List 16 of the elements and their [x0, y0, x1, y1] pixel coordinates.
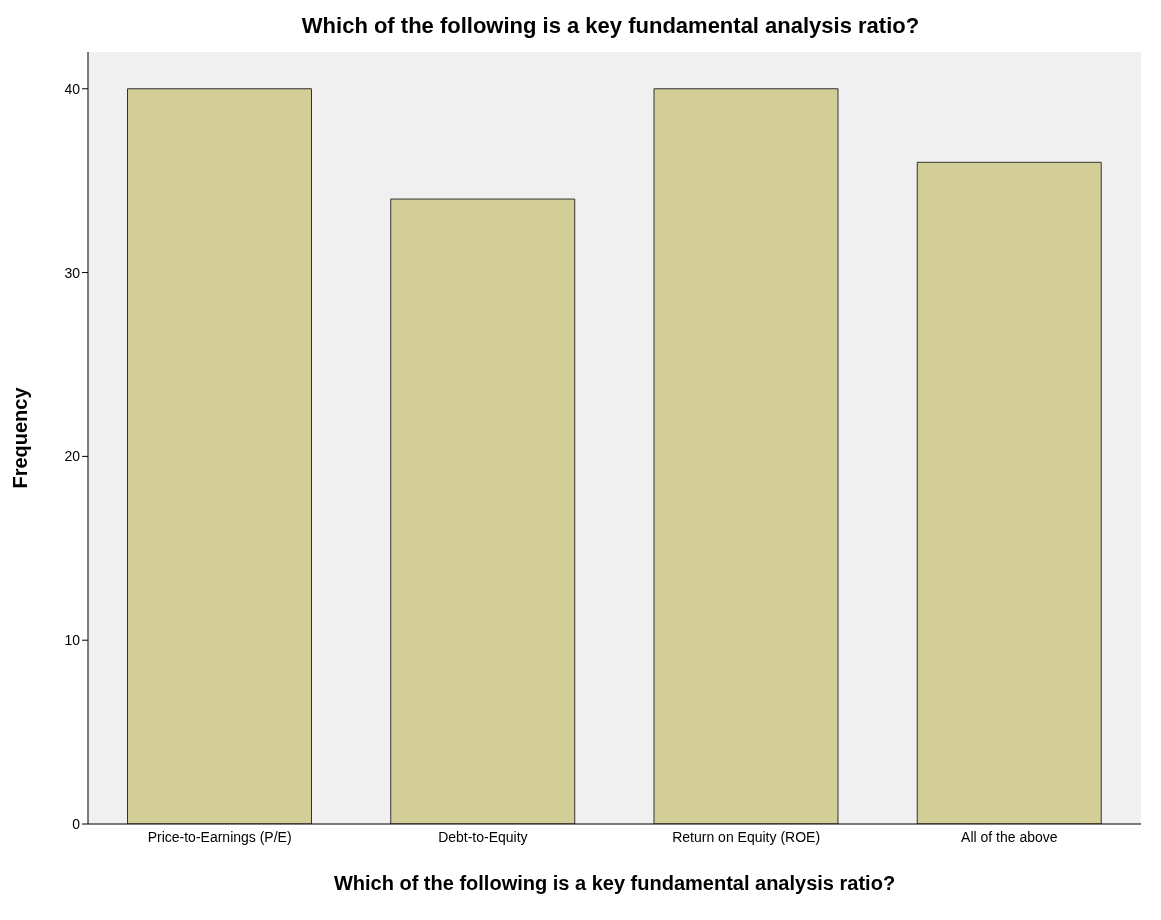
- x-tick-label: Price-to-Earnings (P/E): [147, 828, 292, 845]
- bar: [916, 161, 1102, 824]
- y-tick-label: 30: [64, 264, 81, 281]
- y-axis-title: Frequency: [9, 386, 32, 489]
- chart-title: Which of the following is a key fundamental analysis ratio?: [300, 12, 921, 40]
- y-tick-label: 10: [64, 632, 81, 649]
- y-tick-label: 20: [64, 448, 81, 465]
- y-tick-label: 0: [72, 815, 81, 832]
- x-axis-title: Which of the following is a key fundamental analysis ratio?: [333, 872, 896, 894]
- bar: [126, 88, 312, 824]
- bar: [653, 88, 839, 824]
- y-tick-label: 40: [64, 80, 81, 97]
- x-tick-label: Return on Equity (ROE): [672, 828, 821, 845]
- x-tick-label: Debt-to-Equity: [438, 828, 528, 845]
- x-tick-label: All of the above: [961, 828, 1058, 845]
- bar: [390, 198, 576, 824]
